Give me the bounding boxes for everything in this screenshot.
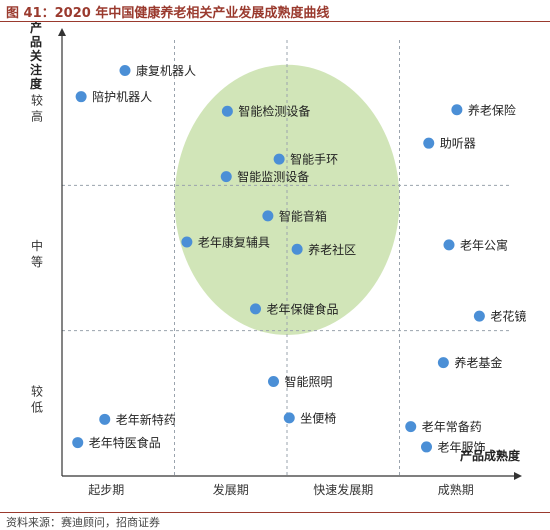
data-point-marker: [75, 91, 87, 103]
data-point: 老年特医食品: [72, 435, 161, 450]
y-axis-title: 产品关注度: [30, 22, 43, 91]
data-point: 智能检测设备: [221, 104, 310, 119]
data-point: 陪护机器人: [75, 89, 152, 104]
data-point-label: 助听器: [440, 137, 476, 151]
x-axis-title: 产品成熟度: [460, 448, 521, 463]
data-point-label: 养老基金: [454, 355, 502, 370]
data-point-label: 老年公寓: [460, 237, 508, 252]
data-point-label: 老年保健食品: [267, 301, 339, 316]
data-point-label: 康复机器人: [136, 63, 196, 78]
data-point-label: 陪护机器人: [92, 89, 152, 104]
data-point-label: 老花镜: [490, 309, 526, 324]
data-point-label: 老年康复辅具: [198, 235, 270, 250]
data-point-label: 智能手环: [290, 152, 338, 167]
y-tick-label: 中等: [31, 238, 43, 269]
y-axis-arrow: [58, 28, 66, 36]
data-point-marker: [291, 243, 303, 255]
data-point-label: 老年新特药: [116, 412, 176, 427]
data-point: 老花镜: [473, 309, 526, 324]
data-point: 老年公寓: [443, 237, 508, 252]
data-point-marker: [473, 310, 485, 322]
data-point: 智能音箱: [262, 208, 327, 223]
data-point-marker: [72, 437, 84, 449]
grid-lines: [62, 40, 512, 476]
data-point-marker: [99, 413, 111, 425]
data-point-marker: [250, 303, 261, 315]
data-point-label: 老年服饰: [438, 440, 486, 454]
data-point: 养老基金: [437, 355, 502, 370]
data-point-label: 老年常备药: [422, 420, 482, 434]
title-rule: [0, 21, 550, 22]
data-point-marker: [443, 239, 455, 251]
data-point-marker: [421, 441, 432, 453]
source-rule: [0, 512, 550, 513]
highlight-ellipse: [174, 64, 400, 336]
data-point-marker: [273, 153, 285, 165]
data-point: 坐便椅: [283, 411, 336, 425]
data-point: 智能监测设备: [220, 169, 309, 184]
data-point-label: 老年特医食品: [89, 435, 161, 450]
x-tick-label: 快速发展期: [313, 482, 373, 497]
axes: [58, 28, 522, 480]
data-point: 康复机器人: [119, 63, 196, 78]
data-point-label: 智能监测设备: [237, 169, 309, 184]
data-point-label: 智能检测设备: [238, 104, 310, 119]
data-point-label: 智能照明: [285, 374, 333, 389]
data-point-marker: [220, 171, 232, 183]
data-point-marker: [268, 376, 279, 388]
data-point: 助听器: [423, 137, 476, 151]
data-point-label: 养老保险: [468, 102, 516, 117]
data-point-marker: [405, 421, 417, 433]
data-point: 智能照明: [268, 374, 333, 389]
y-tick-label: 较低: [31, 383, 43, 414]
data-point-marker: [283, 412, 295, 424]
data-point: 老年康复辅具: [181, 235, 270, 250]
data-point: 老年保健食品: [250, 301, 339, 316]
data-point-marker: [181, 236, 193, 248]
x-tick-label: 发展期: [213, 482, 249, 497]
data-point-label: 养老社区: [308, 242, 356, 257]
x-tick-label: 成熟期: [438, 482, 474, 497]
figure-title: 图 41：2020 年中国健康养老相关产业发展成熟度曲线: [6, 6, 330, 21]
x-tick-label: 起步期: [88, 483, 124, 497]
data-point-marker: [423, 137, 435, 149]
data-point-marker: [451, 104, 463, 116]
data-point: 老年新特药: [99, 412, 176, 427]
data-point-marker: [437, 357, 449, 369]
data-point-marker: [221, 105, 233, 117]
data-point: 老年常备药: [405, 420, 482, 434]
x-axis-arrow: [514, 472, 522, 480]
data-point: 养老社区: [291, 242, 356, 257]
data-point: 智能手环: [273, 152, 338, 167]
data-point-marker: [119, 65, 131, 77]
data-point-marker: [262, 210, 274, 222]
y-tick-label: 较高: [31, 93, 43, 124]
data-point-label: 坐便椅: [300, 411, 336, 425]
source-note: 资料来源：赛迪顾问，招商证券: [6, 516, 160, 529]
data-point: 老年服饰: [421, 440, 486, 454]
data-point: 养老保险: [451, 102, 516, 117]
data-point-label: 智能音箱: [279, 208, 327, 223]
